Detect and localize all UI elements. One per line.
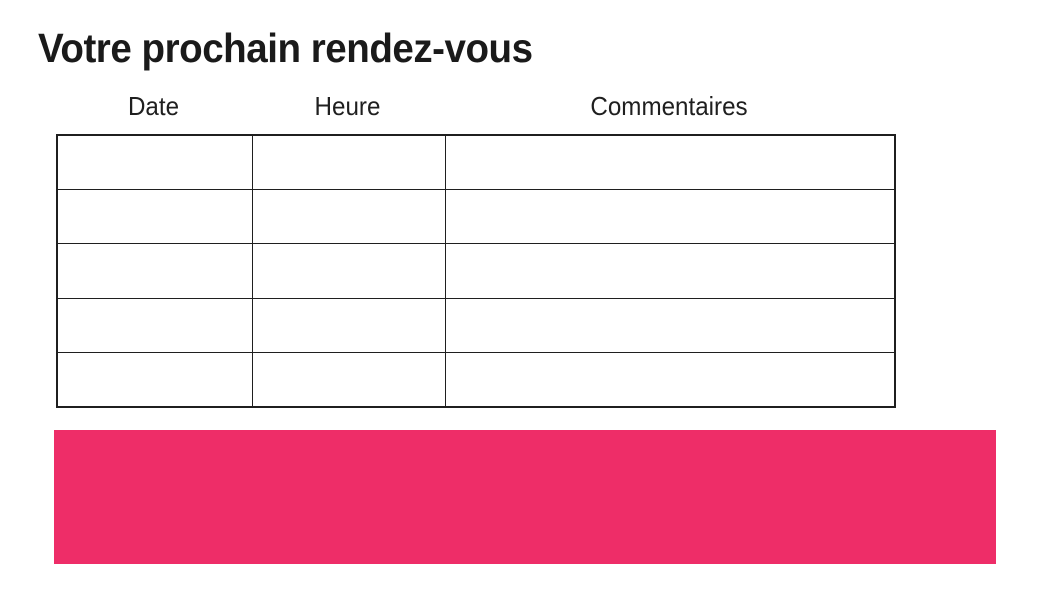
- table-cell: [56, 297, 253, 354]
- table-cell: [56, 243, 253, 299]
- table-cell: [444, 134, 896, 190]
- table-cell: [444, 352, 896, 408]
- table-cell: [56, 134, 253, 190]
- appointments-table: [56, 134, 896, 408]
- table-cell: [251, 134, 446, 190]
- table-row: [56, 243, 896, 299]
- highlight-banner: [54, 430, 996, 564]
- column-header-date: Date: [127, 91, 180, 121]
- page-title: Votre prochain rendez-vous: [38, 25, 533, 71]
- table-cell: [444, 188, 896, 245]
- column-header-heure: Heure: [314, 91, 381, 121]
- appointments-table-body: [56, 134, 896, 408]
- table-cell: [251, 188, 446, 245]
- table-cell: [251, 352, 446, 408]
- table-cell: [56, 352, 253, 408]
- table-cell: [56, 188, 253, 245]
- table-row: [56, 188, 896, 245]
- table-cell: [251, 243, 446, 299]
- table-header-row: Date Heure Commentaires: [56, 91, 894, 121]
- table-cell: [444, 243, 896, 299]
- table-row: [56, 297, 896, 354]
- table-row: [56, 134, 896, 190]
- column-header-commentaires: Commentaires: [590, 91, 748, 121]
- table-row: [56, 352, 896, 408]
- table-cell: [444, 297, 896, 354]
- table-cell: [251, 297, 446, 354]
